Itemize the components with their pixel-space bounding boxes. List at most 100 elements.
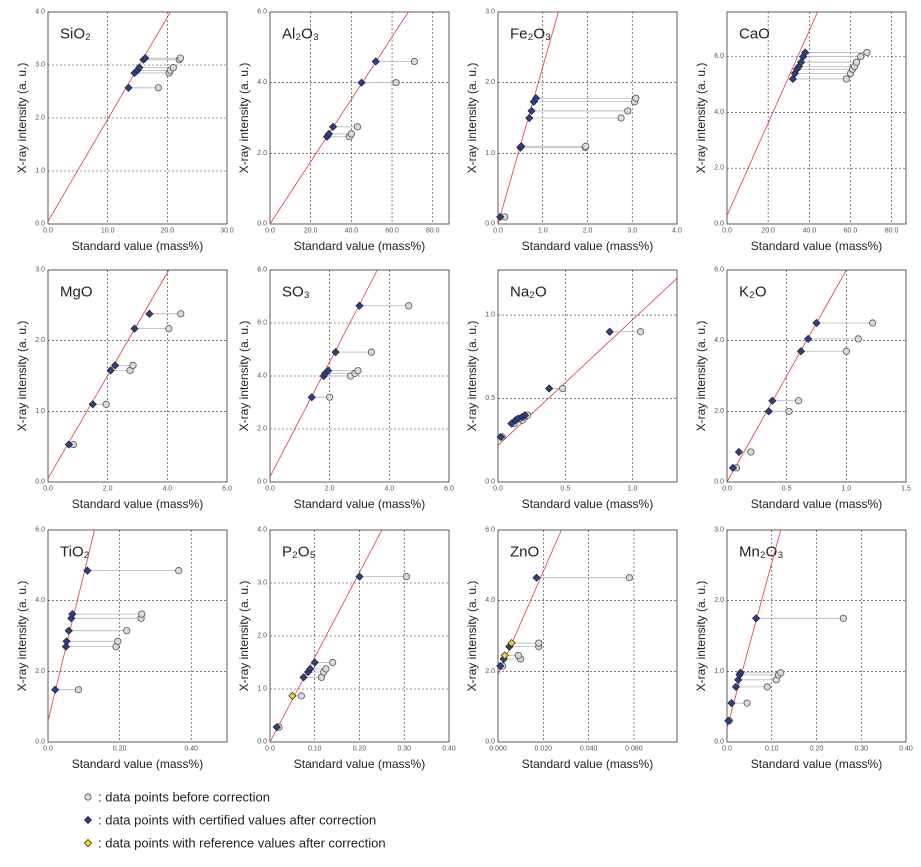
x-tick-label: 1.0 [841, 486, 851, 493]
y-tick-label: 4.0 [257, 79, 267, 86]
y-axis-label: X-ray intensity (a. u.) [237, 581, 251, 692]
y-tick-label: 2.0 [35, 337, 45, 344]
before-point [514, 651, 522, 660]
x-axis-label: Standard value (mass%) [751, 239, 882, 253]
after-point [768, 396, 777, 405]
after-point [307, 393, 316, 402]
after-point [527, 106, 536, 116]
x-tick-label: 20.0 [761, 228, 775, 235]
x-axis-label: Standard value (mass%) [294, 497, 425, 511]
y-tick-label: 1.0 [257, 686, 267, 693]
x-tick-label: 4.0 [672, 228, 682, 235]
y-axis-label: X-ray intensity (a. u.) [15, 321, 29, 432]
before-point [839, 614, 847, 622]
before-point [354, 367, 362, 375]
before-point [392, 79, 400, 87]
chart-title: Mn₂O₃ [739, 544, 783, 561]
y-tick-label: 3.0 [714, 527, 724, 534]
plot-frame [47, 269, 228, 483]
before-point [326, 393, 334, 401]
x-tick-label: 0.0 [43, 746, 53, 753]
x-tick-label: 3.0 [627, 228, 637, 235]
x-tick-label: 0.10 [308, 746, 322, 753]
y-tick-label: 4.0 [257, 527, 267, 534]
x-tick-label: 60.0 [844, 228, 858, 235]
before-point [559, 384, 567, 393]
x-axis-label: Standard value (mass%) [522, 757, 653, 771]
plot-frame [47, 529, 228, 743]
x-axis-label: Standard value (mass%) [522, 239, 653, 253]
y-tick-label: 4.0 [714, 337, 724, 344]
x-axis-label: Standard value (mass%) [72, 239, 203, 253]
y-axis-label: X-ray intensity (a. u.) [694, 63, 708, 174]
after-point [61, 642, 70, 651]
x-tick-label: 2.0 [583, 228, 593, 235]
y-tick-label: 2.0 [485, 79, 495, 86]
before-point [582, 142, 590, 150]
fit-line [726, 529, 782, 728]
x-tick-label: 0.0 [722, 228, 732, 235]
y-tick-label: 3.0 [257, 580, 267, 587]
y-axis-label: X-ray intensity (a. u.) [237, 321, 251, 432]
legend-label: : data points with certified values afte… [98, 813, 376, 828]
y-tick-label: 6.0 [35, 527, 45, 534]
after-point [532, 573, 541, 582]
after-point [764, 407, 773, 416]
y-tick-label: 1.0 [714, 668, 724, 675]
x-tick-label: 0.0 [493, 486, 503, 493]
x-axis-label: Standard value (mass%) [751, 497, 882, 511]
x-tick-label: 80.0 [885, 228, 899, 235]
after-point [496, 212, 505, 222]
x-tick-label: 0.000 [489, 746, 507, 753]
y-tick-label: 2.0 [257, 426, 267, 433]
after-point [130, 324, 139, 333]
before-point [175, 567, 183, 575]
chart-title: Al₂O₃ [282, 26, 319, 43]
before-point [177, 310, 185, 318]
legend-marker [83, 838, 93, 848]
before-point [637, 328, 645, 336]
before-point [322, 665, 330, 673]
after-point [801, 48, 810, 57]
x-tick-label: 60.0 [385, 228, 399, 235]
after-point [496, 432, 505, 442]
after-point [727, 699, 736, 708]
before-point [624, 107, 632, 115]
after-point [520, 411, 530, 420]
after-point [141, 54, 150, 63]
x-tick-label: 0.0 [43, 228, 53, 235]
fit-line [269, 529, 383, 743]
before-point [617, 114, 625, 122]
after-point [525, 113, 534, 123]
x-tick-label: 0.40 [899, 746, 913, 753]
fit-line [47, 11, 171, 222]
x-tick-label: 40.0 [345, 228, 359, 235]
y-tick-label: 2.0 [714, 597, 724, 604]
x-tick-label: 20.0 [161, 228, 175, 235]
legend-marker [84, 793, 92, 801]
before-point [405, 302, 413, 310]
chart-title: TiO₂ [60, 544, 90, 561]
x-tick-label: 4.0 [162, 486, 172, 493]
after-point [355, 572, 364, 581]
y-tick-label: 2.0 [35, 668, 45, 675]
after-point [83, 566, 92, 575]
before-point [410, 57, 419, 66]
x-tick-label: 0.0 [493, 228, 503, 235]
y-tick-label: 3.0 [35, 62, 45, 69]
y-axis-label: X-ray intensity (a. u.) [15, 63, 29, 174]
x-tick-label: 0.10 [765, 746, 779, 753]
x-tick-label: 10.0 [101, 228, 115, 235]
x-tick-label: 40.0 [802, 228, 816, 235]
before-point [329, 658, 337, 667]
x-tick-label: 0.5 [560, 486, 570, 493]
before-point [347, 130, 355, 138]
x-tick-label: 30.0 [220, 228, 234, 235]
x-tick-label: 0.0 [43, 486, 53, 493]
after-point [145, 309, 154, 318]
y-axis-label: X-ray intensity (a. u.) [465, 321, 479, 432]
y-tick-label: 6.0 [714, 267, 724, 274]
before-point [165, 325, 173, 333]
plot-frame [497, 529, 678, 743]
